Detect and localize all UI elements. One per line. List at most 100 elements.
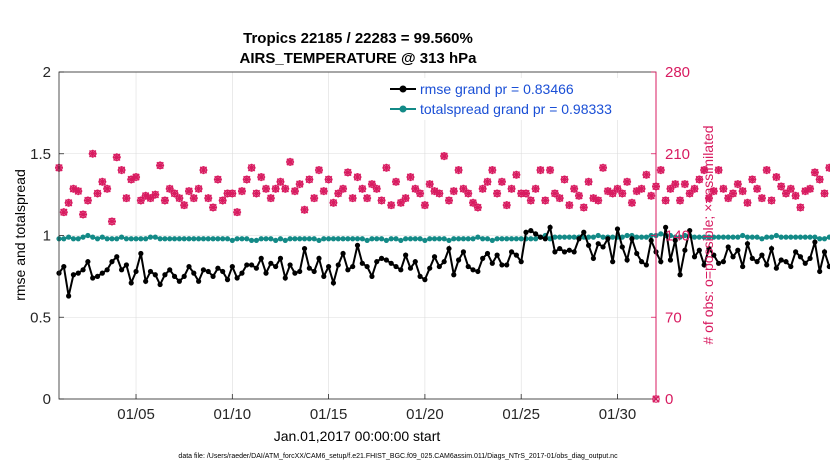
totalspread-point [480,236,486,242]
totalspread-point [590,234,597,240]
rmse-point [730,254,736,260]
obs-assimilated-marker [781,189,790,198]
totalspread-point [311,236,317,242]
totalspread-point [725,234,731,240]
legend-spread-label: totalspread grand pr = 0.98333 [420,101,612,117]
rmse-point [451,272,457,278]
rmse-point [585,242,592,248]
rmse-point [783,259,789,265]
rmse-point [494,252,500,258]
obs-assimilated-marker [810,168,819,177]
rmse-point [773,265,779,271]
chart-title: Tropics 22185 / 22283 = 99.560% [243,30,473,47]
y-axis-label-left: rmse and totalspread [12,169,28,301]
obs-assimilated-marker [806,184,815,193]
totalspread-point [571,234,577,240]
rmse-point [321,273,327,279]
rmse-point [181,273,187,279]
rmse-point [287,262,293,268]
obs-assimilated-marker [565,201,574,210]
totalspread-point [793,234,799,240]
totalspread-point [282,237,288,244]
totalspread-point [162,236,168,242]
totalspread-point [215,236,221,242]
obs-assimilated-marker [560,175,569,184]
obs-assimilated-marker [704,194,713,203]
obs-assimilated-marker [59,208,68,217]
obs-assimilated-marker [324,175,333,184]
totalspread-point [330,236,337,242]
rmse-point [749,255,755,261]
obs-assimilated-marker [464,189,473,198]
obs-assimilated-marker [613,184,622,193]
y-tick-label-left: 0 [43,391,51,408]
rmse-point [147,268,154,275]
rmse-point [533,231,539,237]
totalspread-point [138,236,144,242]
rmse-point [764,262,770,268]
obs-assimilated-marker [815,175,824,184]
obs-assimilated-marker [589,194,598,203]
obs-assimilated-marker [180,201,189,210]
rmse-point [301,245,308,252]
rmse-point [643,262,649,268]
rmse-point [629,236,635,242]
legend-rmse-label: rmse grand pr = 0.83466 [420,81,574,97]
obs-assimilated-marker [627,198,636,207]
obs-assimilated-marker [469,198,478,207]
totalspread-point [456,236,462,242]
rmse-point [513,252,519,258]
rmse-point [133,268,139,275]
obs-assimilated-marker [151,190,160,199]
obs-assimilated-marker [488,166,497,175]
rmse-point [802,260,808,266]
totalspread-point [744,234,751,240]
rmse-point [687,227,693,234]
rmse-point [66,293,72,299]
totalspread-point [407,236,414,242]
obs-assimilated-marker [767,196,776,205]
totalspread-point [335,236,341,242]
obs-assimilated-marker [165,184,174,193]
rmse-point [634,250,640,257]
rmse-point [557,245,563,252]
obs-assimilated-marker [146,194,155,203]
rmse-point [196,278,202,284]
obs-assimilated-marker [367,180,376,189]
obs-assimilated-marker [170,189,179,198]
obs-assimilated-marker [329,198,338,207]
rmse-point [648,237,654,244]
totalspread-point [778,234,784,240]
obs-assimilated-marker [314,166,323,175]
rmse-point [768,245,775,252]
obs-assimilated-marker [440,152,449,161]
obs-assimilated-marker [550,189,559,198]
obs-assimilated-marker [729,189,738,198]
rmse-point [735,247,741,253]
totalspread-point [374,236,380,242]
legend-rmse-marker [399,85,407,93]
obs-assimilated-marker [103,184,112,193]
y-tick-label-left: 1 [43,228,51,245]
rmse-point [725,244,731,250]
totalspread-point [118,234,125,240]
totalspread-point [412,236,418,242]
totalspread-point [393,236,399,242]
totalspread-point [504,236,510,242]
rmse-point [759,252,765,258]
obs-assimilated-marker [257,173,266,182]
rmse-point [720,259,727,265]
rmse-point [393,263,399,270]
totalspread-point [273,237,279,244]
rmse-point [484,250,491,257]
rmse-point [258,255,264,261]
obs-assimilated-marker [661,196,670,205]
rmse-point [797,254,804,260]
totalspread-point [740,232,746,239]
rmse-point [253,265,259,271]
obs-assimilated-marker [435,189,444,198]
totalspread-point [248,237,255,244]
obs-assimilated-marker [454,166,463,175]
obs-assimilated-marker [709,187,718,196]
